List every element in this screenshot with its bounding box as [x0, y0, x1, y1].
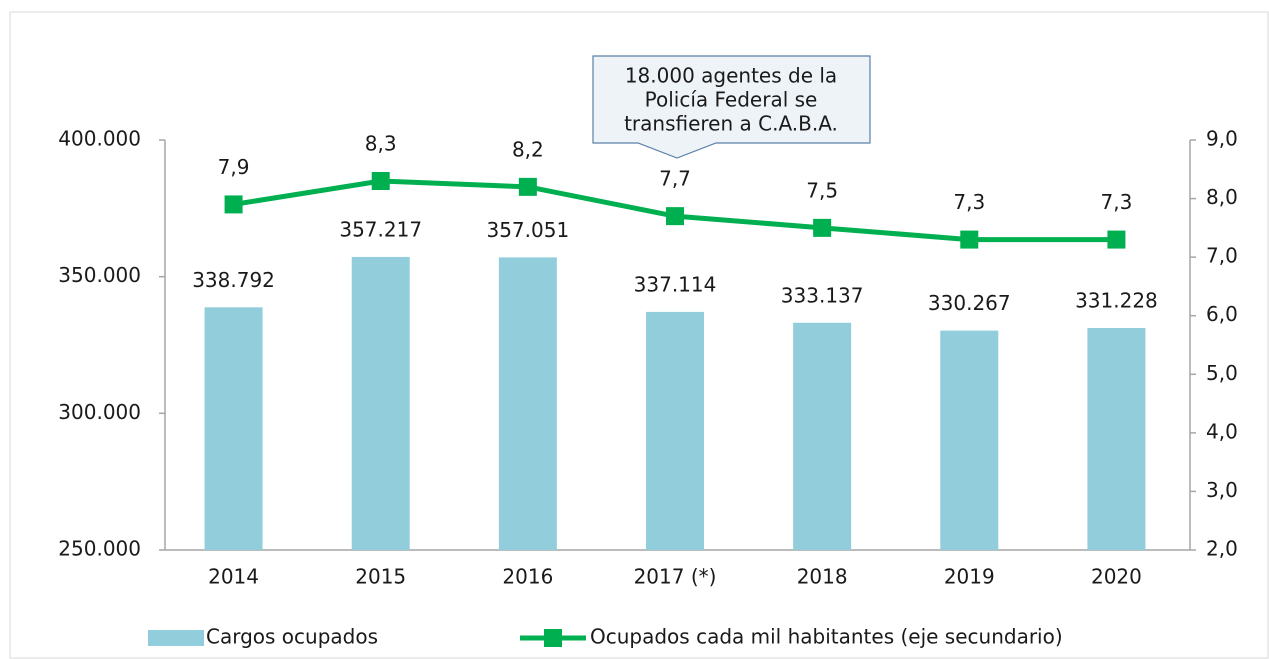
y-tick-label: 250.000 — [58, 537, 141, 561]
x-tick-label: 2020 — [1091, 565, 1142, 589]
y2-tick-label: 2,0 — [1206, 537, 1238, 561]
x-tick-label: 2018 — [797, 565, 848, 589]
legend-marker — [544, 629, 562, 647]
line-marker — [666, 207, 684, 226]
line-marker — [960, 230, 979, 249]
line-value-label: 7,3 — [1101, 190, 1133, 214]
chart-border — [9, 11, 1269, 659]
bar-value-label: 337.114 — [634, 272, 717, 296]
legend-swatch — [148, 630, 204, 646]
y-tick-label: 350.000 — [58, 263, 141, 287]
x-tick-label: 2019 — [944, 565, 995, 589]
bar — [646, 311, 704, 550]
y-tick-label: 300.000 — [58, 400, 141, 424]
line-marker — [371, 172, 390, 190]
x-tick-label: 2015 — [355, 565, 406, 589]
bar-value-label: 357.217 — [339, 217, 422, 241]
line-value-label: 8,3 — [365, 132, 397, 156]
x-tick-label: 2014 — [208, 565, 259, 589]
y2-tick-label: 4,0 — [1206, 419, 1238, 443]
x-tick-label: 2016 — [502, 565, 553, 589]
bar — [793, 322, 852, 550]
line-marker — [1107, 230, 1126, 249]
y-tick-label: 400.000 — [58, 127, 141, 151]
line-marker — [813, 218, 832, 237]
line-value-label: 7,3 — [953, 190, 985, 214]
bar — [1087, 327, 1146, 550]
line-value-label: 7,5 — [806, 178, 838, 202]
bar — [204, 307, 263, 550]
line-value-label: 7,7 — [659, 167, 691, 191]
y2-tick-label: 8,0 — [1206, 185, 1238, 209]
bar-value-label: 338.792 — [192, 268, 275, 292]
bar-value-label: 333.137 — [781, 283, 864, 307]
annotation-box — [592, 55, 871, 159]
annotation-line: 18.000 agentes de la — [625, 64, 837, 88]
x-tick-label: 2017 (*) — [634, 565, 717, 589]
annotation-line: Policía Federal se — [645, 88, 818, 112]
y2-tick-label: 7,0 — [1206, 244, 1238, 268]
line-value-label: 8,2 — [512, 137, 544, 161]
line-value-label: 7,9 — [218, 155, 250, 179]
y2-tick-label: 3,0 — [1206, 478, 1238, 502]
bar-value-label: 330.267 — [928, 291, 1011, 315]
bar — [940, 330, 999, 550]
bar — [498, 257, 557, 550]
y2-tick-label: 6,0 — [1206, 302, 1238, 326]
annotation-line: transfieren a C.A.B.A. — [624, 112, 838, 136]
line-marker — [224, 195, 243, 214]
bar-value-label: 357.051 — [486, 218, 569, 242]
line-marker — [518, 177, 537, 196]
legend-label: Ocupados cada mil habitantes (eje secund… — [590, 625, 1063, 649]
bar-value-label: 331.228 — [1075, 288, 1158, 312]
bar — [351, 256, 410, 550]
y2-tick-label: 9,0 — [1206, 127, 1238, 151]
legend-label: Cargos ocupados — [206, 625, 378, 649]
y2-tick-label: 5,0 — [1206, 361, 1238, 385]
